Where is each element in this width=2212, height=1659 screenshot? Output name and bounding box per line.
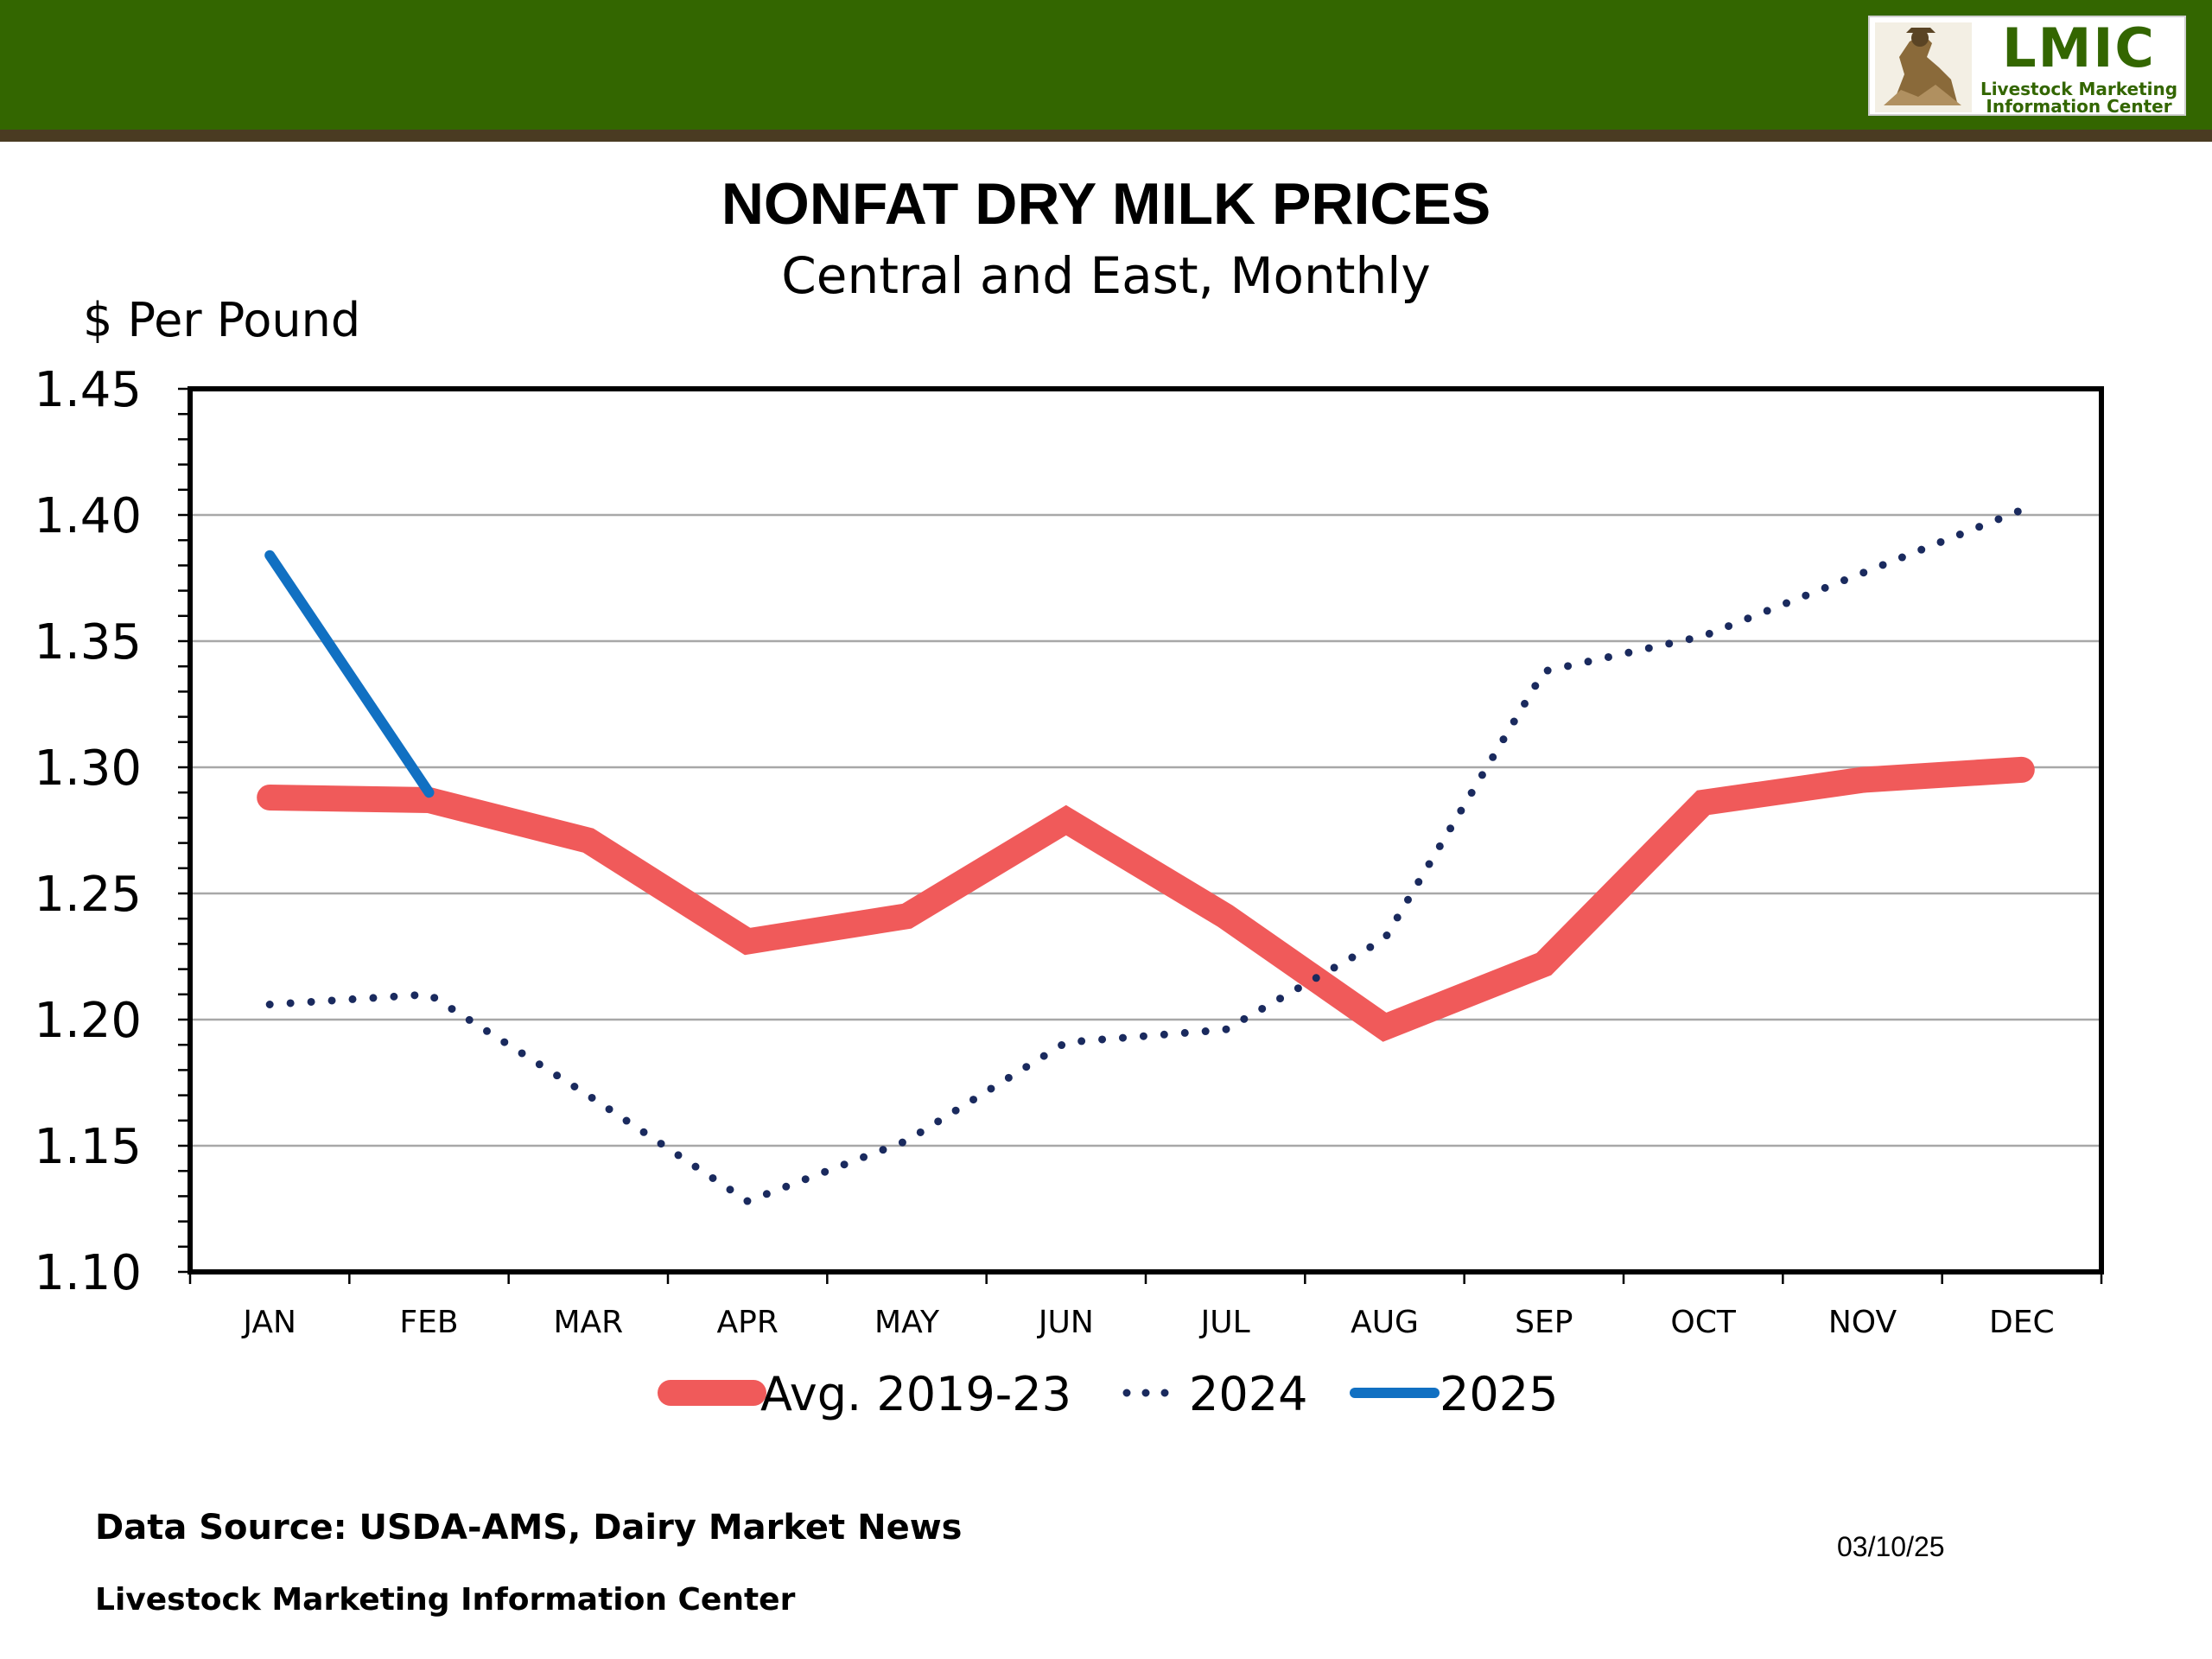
chart-subtitle: Central and East, Monthly [781,246,1431,305]
y-tick-label: 1.25 [34,867,142,923]
x-tick-label: MAY [874,1305,940,1340]
x-tick-label: OCT [1670,1305,1736,1340]
y-tick-label: 1.10 [34,1245,142,1301]
organization-note: Livestock Marketing Information Center [95,1582,796,1618]
y-axis-label: $ Per Pound [83,293,361,347]
x-tick-label: NOV [1828,1305,1897,1340]
header-stripe [0,130,2212,142]
data-source-note: Data Source: USDA-AMS, Dairy Market News [95,1508,963,1548]
chart-title: NONFAT DRY MILK PRICES [721,171,1491,237]
cowboy-logo-icon [1875,22,1972,112]
y-tick-label: 1.15 [34,1119,142,1175]
y-tick-label: 1.35 [34,614,142,671]
x-tick-label: JUL [1199,1305,1250,1340]
series-line-2025 [264,550,435,798]
logo-title: LMIC [2002,16,2156,79]
x-tick-label: DEC [1989,1305,2055,1340]
x-tick-label: AUG [1351,1305,1419,1340]
y-tick-label: 1.40 [34,488,142,544]
logo-subtitle-line1: Livestock Marketing [1980,79,2178,99]
x-tick-label: JUN [1037,1305,1094,1340]
legend-label: Avg. 2019-23 [760,1367,1071,1421]
x-tick-label: JAN [241,1305,296,1340]
series-line-avg-2019-23 [257,756,2035,1042]
x-tick-label: APR [716,1305,778,1340]
header-bar [0,0,2212,130]
lmic-logo: LMIC Livestock Marketing Information Cen… [1868,16,2186,116]
y-tick-label: 1.20 [34,993,142,1049]
x-tick-label: FEB [399,1305,458,1340]
legend-label: 2025 [1440,1367,1558,1421]
x-tick-label: SEP [1515,1305,1573,1340]
logo-subtitle-line2: Information Center [1986,96,2172,117]
x-tick-label: MAR [553,1305,623,1340]
line-chart: 1.45 1.40 1.35 1.30 1.25 1.20 1.15 1.10 JAN FEB MA… [34,362,2104,1421]
plot-frame [188,386,2104,1274]
y-tick-label: 1.45 [34,362,142,418]
plot-area [190,389,2101,1272]
y-tick-label: 1.30 [34,741,142,797]
series-line-2024 [265,505,2026,1205]
legend-label: 2024 [1189,1367,1307,1421]
date-stamp: 03/10/25 [1837,1531,1945,1562]
